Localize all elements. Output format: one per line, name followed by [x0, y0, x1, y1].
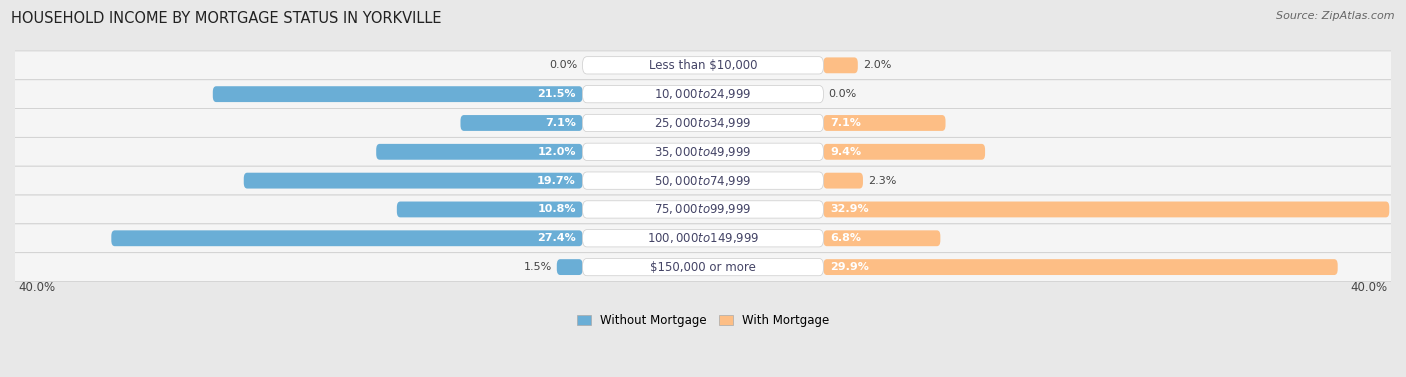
- FancyBboxPatch shape: [824, 57, 858, 73]
- Text: HOUSEHOLD INCOME BY MORTGAGE STATUS IN YORKVILLE: HOUSEHOLD INCOME BY MORTGAGE STATUS IN Y…: [11, 11, 441, 26]
- Text: 9.4%: 9.4%: [831, 147, 862, 157]
- FancyBboxPatch shape: [582, 201, 824, 218]
- Text: 1.5%: 1.5%: [523, 262, 551, 272]
- Text: Source: ZipAtlas.com: Source: ZipAtlas.com: [1277, 11, 1395, 21]
- FancyBboxPatch shape: [6, 51, 1400, 80]
- FancyBboxPatch shape: [6, 109, 1400, 137]
- Text: $50,000 to $74,999: $50,000 to $74,999: [654, 174, 752, 188]
- Text: Less than $10,000: Less than $10,000: [648, 59, 758, 72]
- FancyBboxPatch shape: [824, 144, 986, 160]
- FancyBboxPatch shape: [824, 230, 941, 246]
- FancyBboxPatch shape: [557, 259, 582, 275]
- FancyBboxPatch shape: [377, 144, 582, 160]
- FancyBboxPatch shape: [461, 115, 582, 131]
- FancyBboxPatch shape: [243, 173, 582, 188]
- FancyBboxPatch shape: [824, 115, 945, 131]
- FancyBboxPatch shape: [396, 202, 582, 218]
- Text: 0.0%: 0.0%: [828, 89, 856, 99]
- Text: 29.9%: 29.9%: [831, 262, 869, 272]
- Text: 2.0%: 2.0%: [863, 60, 891, 70]
- Text: $75,000 to $99,999: $75,000 to $99,999: [654, 202, 752, 216]
- Legend: Without Mortgage, With Mortgage: Without Mortgage, With Mortgage: [572, 309, 834, 332]
- FancyBboxPatch shape: [6, 253, 1400, 282]
- FancyBboxPatch shape: [6, 137, 1400, 166]
- Text: 40.0%: 40.0%: [1350, 281, 1388, 294]
- Text: 7.1%: 7.1%: [546, 118, 575, 128]
- FancyBboxPatch shape: [582, 172, 824, 189]
- Text: 7.1%: 7.1%: [831, 118, 860, 128]
- Text: 19.7%: 19.7%: [537, 176, 575, 185]
- Text: 10.8%: 10.8%: [537, 204, 575, 215]
- Text: 12.0%: 12.0%: [537, 147, 575, 157]
- Text: $100,000 to $149,999: $100,000 to $149,999: [647, 231, 759, 245]
- FancyBboxPatch shape: [582, 114, 824, 132]
- Text: 0.0%: 0.0%: [550, 60, 578, 70]
- Text: $25,000 to $34,999: $25,000 to $34,999: [654, 116, 752, 130]
- Text: 21.5%: 21.5%: [537, 89, 575, 99]
- Text: $10,000 to $24,999: $10,000 to $24,999: [654, 87, 752, 101]
- Text: 6.8%: 6.8%: [831, 233, 862, 243]
- FancyBboxPatch shape: [824, 202, 1389, 218]
- FancyBboxPatch shape: [6, 80, 1400, 109]
- Text: 32.9%: 32.9%: [831, 204, 869, 215]
- Text: $35,000 to $49,999: $35,000 to $49,999: [654, 145, 752, 159]
- FancyBboxPatch shape: [582, 57, 824, 74]
- FancyBboxPatch shape: [582, 259, 824, 276]
- Text: $150,000 or more: $150,000 or more: [650, 261, 756, 274]
- FancyBboxPatch shape: [6, 195, 1400, 224]
- FancyBboxPatch shape: [582, 230, 824, 247]
- FancyBboxPatch shape: [824, 259, 1337, 275]
- FancyBboxPatch shape: [582, 143, 824, 161]
- Text: 27.4%: 27.4%: [537, 233, 575, 243]
- Text: 40.0%: 40.0%: [18, 281, 56, 294]
- FancyBboxPatch shape: [212, 86, 582, 102]
- FancyBboxPatch shape: [6, 166, 1400, 195]
- FancyBboxPatch shape: [6, 224, 1400, 253]
- FancyBboxPatch shape: [582, 86, 824, 103]
- Text: 2.3%: 2.3%: [868, 176, 897, 185]
- FancyBboxPatch shape: [111, 230, 582, 246]
- FancyBboxPatch shape: [824, 173, 863, 188]
